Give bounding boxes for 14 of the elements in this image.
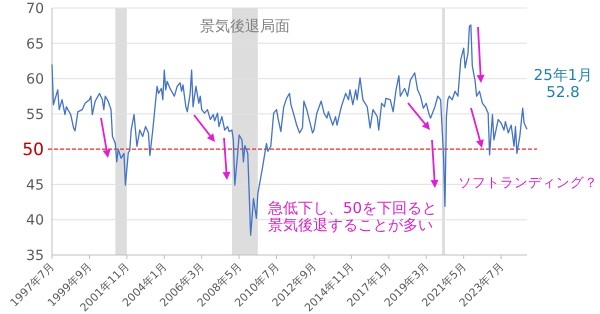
text: 52.8 xyxy=(546,83,580,101)
y-tick-label: 50 xyxy=(22,140,44,160)
y-tick-label: 40 xyxy=(26,212,44,229)
y-tick-label: 45 xyxy=(26,177,44,194)
annotation: 景気後退することが多い xyxy=(268,216,433,234)
y-tick-label: 70 xyxy=(26,1,44,17)
y-tick-label: 35 xyxy=(26,248,44,264)
y-tick-label: 55 xyxy=(26,106,44,123)
band-label: 景気後退局面 xyxy=(200,17,290,35)
y-tick-label: 60 xyxy=(26,72,44,88)
text: 25年1月 xyxy=(534,66,592,84)
y-tick-label: 65 xyxy=(26,36,44,52)
annotation: ソフトランディング？ xyxy=(458,175,598,191)
annotation: 急低下し、50を下回ると xyxy=(267,199,438,217)
